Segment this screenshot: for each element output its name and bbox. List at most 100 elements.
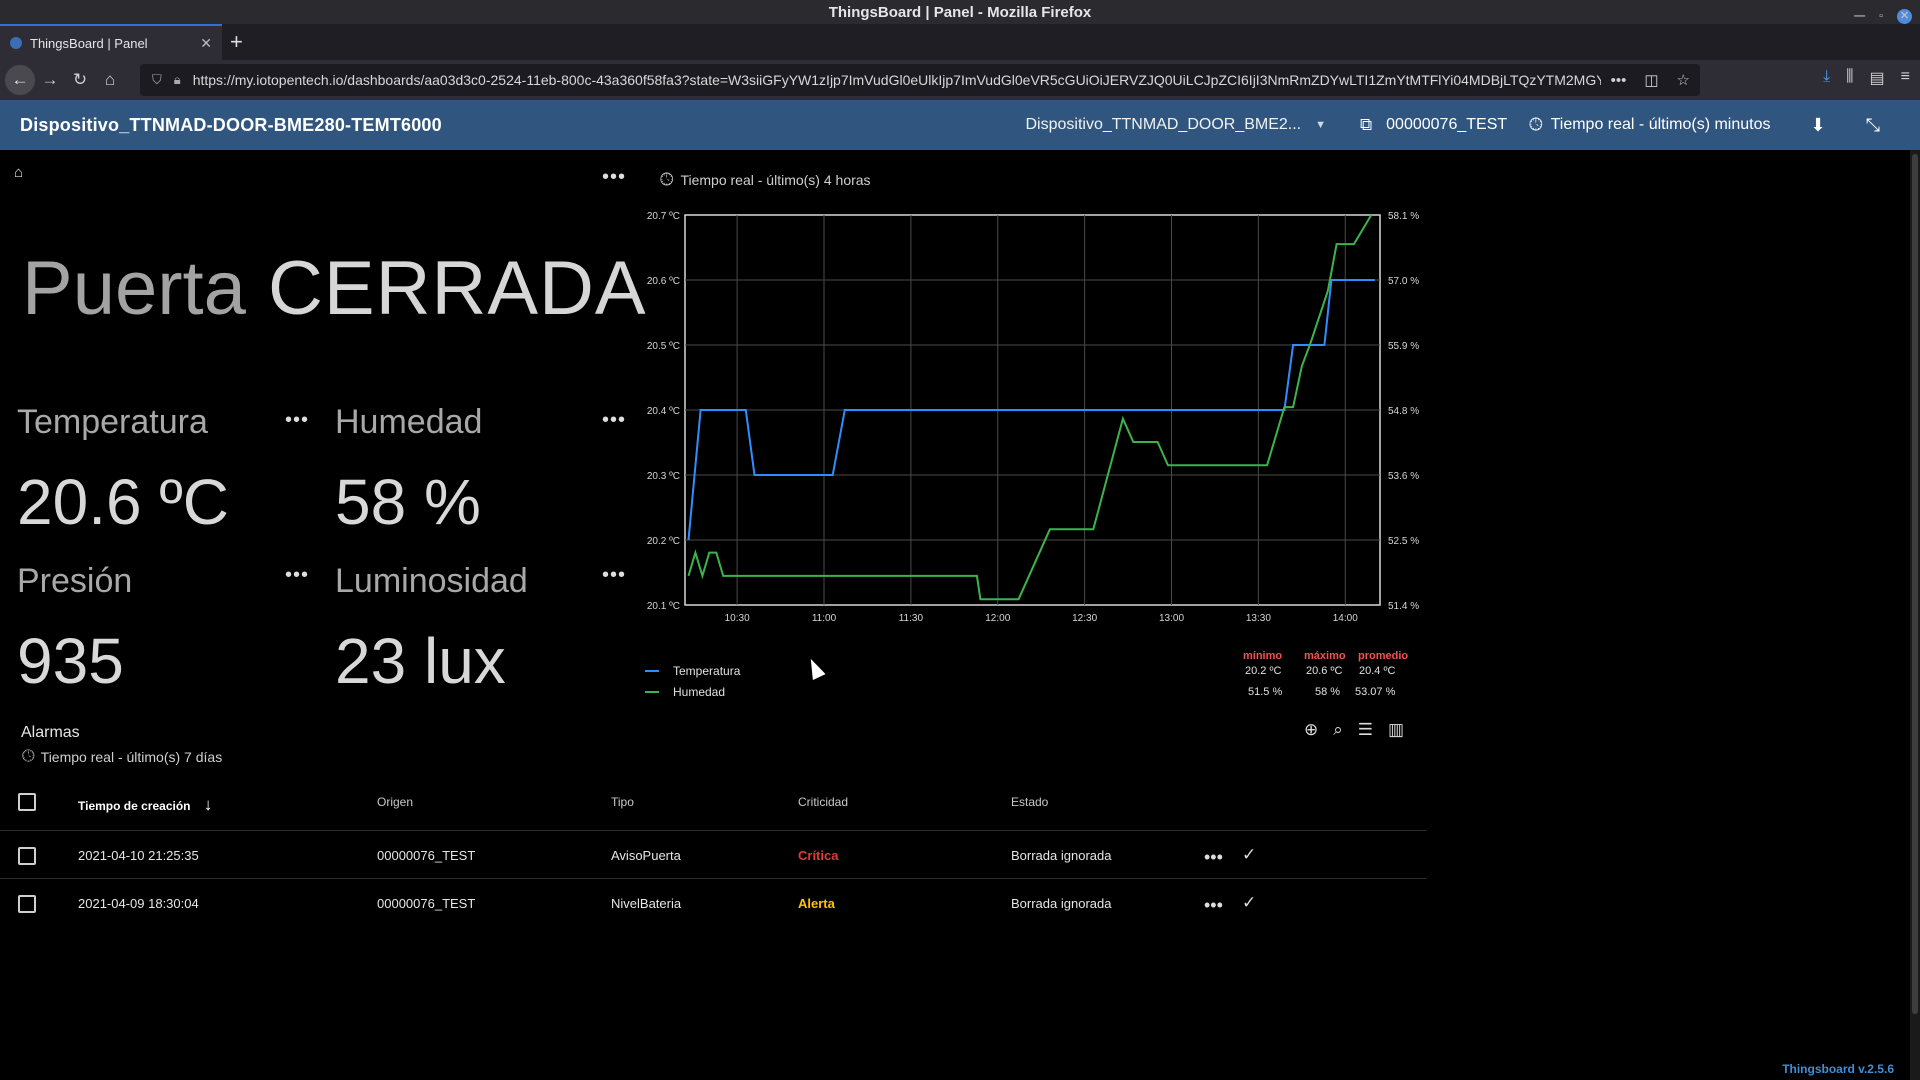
- series-line-humedad: [687, 214, 1373, 601]
- pressure-menu-icon[interactable]: •••: [285, 564, 310, 586]
- alarms-timewindow-label: Tiempo real - último(s) 7 días: [40, 749, 223, 765]
- select-all-checkbox[interactable]: [18, 793, 36, 811]
- pocket-icon[interactable]: ◫: [1644, 72, 1659, 89]
- window-title: ThingsBoard | Panel - Mozilla Firefox: [828, 4, 1092, 21]
- url-bar[interactable]: ⛉ 🔒︎ https://my.iotopentech.io/dashboard…: [140, 64, 1700, 96]
- cell-origin: 00000076_TEST: [377, 896, 476, 911]
- humidity-value: 58 %: [335, 466, 481, 538]
- dashboard-header: Dispositivo_TTNMAD-DOOR-BME280-TEMT6000 …: [0, 100, 1920, 150]
- columns-icon[interactable]: ▥: [1388, 720, 1405, 739]
- y-left-tick-label: 20.6 ºC: [647, 276, 680, 287]
- column-header-origin[interactable]: Origen: [377, 795, 414, 809]
- device-select-value: Dispositivo_TTNMAD_DOOR_BME2...: [1025, 116, 1302, 133]
- timewindow-selector[interactable]: 🕓︎ Tiempo real - último(s) minutos: [1529, 115, 1770, 135]
- acknowledge-icon[interactable]: ✓: [1242, 845, 1257, 864]
- lock-icon[interactable]: 🔒︎: [173, 72, 181, 87]
- sidebar-icon[interactable]: ▤: [1869, 70, 1885, 87]
- device-select[interactable]: Dispositivo_TTNMAD_DOOR_BME2... ▼: [1026, 116, 1327, 134]
- entity-label: 00000076_TEST: [1386, 116, 1508, 133]
- search-icon[interactable]: ⌕: [1333, 720, 1343, 739]
- back-icon[interactable]: ←: [5, 65, 35, 95]
- version-label: Thingsboard v.2.5.6: [1782, 1062, 1894, 1076]
- scrollbar-thumb[interactable]: [1912, 154, 1918, 1014]
- row-details-icon[interactable]: •••: [1204, 847, 1223, 867]
- chart-timewindow[interactable]: 🕓︎ Tiempo real - último(s) 4 horas: [660, 170, 871, 190]
- y-left-tick-label: 20.3 ºC: [647, 471, 680, 482]
- cell-created: 2021-04-09 18:30:04: [78, 896, 199, 911]
- temperature-title: Temperatura: [17, 403, 208, 441]
- cell-type: AvisoPuerta: [611, 848, 681, 863]
- tab-close-icon[interactable]: ✕: [200, 34, 212, 51]
- shield-icon[interactable]: ⛉: [152, 72, 162, 87]
- column-header-label: Tiempo de creación: [78, 799, 191, 813]
- chevron-down-icon: ▼: [1315, 119, 1327, 131]
- library-icon[interactable]: ⫼: [1846, 68, 1854, 85]
- devices-icon: ⧉: [1360, 115, 1373, 134]
- y-right-tick-label: 53.6 %: [1388, 471, 1419, 482]
- exit-fullscreen-icon[interactable]: ⤡: [1865, 114, 1880, 135]
- dashboard-title: Dispositivo_TTNMAD-DOOR-BME280-TEMT6000: [20, 114, 442, 135]
- column-header-type[interactable]: Tipo: [611, 795, 634, 809]
- legend-item[interactable]: Temperatura: [645, 664, 740, 678]
- cell-type: NivelBateria: [611, 896, 682, 911]
- mouse-cursor-icon: [804, 655, 826, 681]
- sort-arrow-down-icon[interactable]: ↓: [203, 795, 213, 814]
- y-right-tick-label: 58.1 %: [1388, 211, 1419, 222]
- legend-swatch: [645, 670, 659, 672]
- cell-created: 2021-04-10 21:25:35: [78, 848, 199, 863]
- timeseries-chart[interactable]: 20.1 ºC 51.4 % 20.2 ºC 52.5 % 20.3 ºC 53.6 % 2…: [640, 200, 1430, 630]
- x-tick-label: 13:30: [1246, 613, 1271, 624]
- column-header-created[interactable]: Tiempo de creación ↓: [78, 795, 212, 815]
- zoom-in-icon[interactable]: ⊕: [1304, 720, 1319, 739]
- legend-max: 20.6 ºC: [1306, 665, 1343, 677]
- y-right-tick-label: 55.9 %: [1388, 341, 1419, 352]
- url-text[interactable]: https://my.iotopentech.io/dashboards/aa0…: [192, 72, 1685, 88]
- browser-tab[interactable]: ThingsBoard | Panel ✕: [0, 24, 222, 60]
- home-icon[interactable]: ⌂: [104, 70, 116, 89]
- page-actions-icon[interactable]: •••: [1610, 71, 1627, 89]
- legend-header-max: máximo: [1304, 650, 1346, 662]
- door-label: Puerta: [22, 246, 246, 331]
- x-tick-label: 11:30: [899, 613, 924, 624]
- legend-item[interactable]: Humedad: [645, 685, 725, 699]
- download-icon[interactable]: ⬇: [1810, 114, 1826, 135]
- legend-label: Temperatura: [673, 664, 741, 678]
- y-left-tick-label: 20.4 ºC: [647, 406, 680, 417]
- clock-icon: 🕓︎: [1529, 115, 1543, 134]
- minimize-icon[interactable]: —: [1854, 10, 1866, 22]
- alarms-timewindow[interactable]: 🕓︎ Tiempo real - último(s) 7 días: [22, 748, 222, 766]
- downloads-icon[interactable]: ⤓: [1823, 68, 1831, 85]
- entity-alias-selector[interactable]: ⧉ 00000076_TEST: [1360, 115, 1507, 135]
- home-icon[interactable]: ⌂: [14, 164, 24, 181]
- column-header-severity[interactable]: Criticidad: [798, 795, 849, 809]
- luminosity-menu-icon[interactable]: •••: [602, 564, 627, 586]
- page-scrollbar[interactable]: [1910, 150, 1920, 1080]
- cell-status: Borrada ignorada: [1011, 848, 1112, 863]
- filter-icon[interactable]: ☰: [1357, 720, 1374, 739]
- reload-icon[interactable]: ↻: [72, 70, 88, 89]
- menu-icon[interactable]: ≡: [1900, 68, 1910, 85]
- row-details-icon[interactable]: •••: [1204, 895, 1223, 915]
- clock-icon: 🕓︎: [660, 170, 674, 189]
- new-tab-icon[interactable]: +: [230, 29, 243, 54]
- temperature-menu-icon[interactable]: •••: [285, 409, 310, 431]
- close-window-icon[interactable]: ✕: [1897, 8, 1912, 24]
- door-state: CERRADA: [268, 246, 647, 331]
- column-header-status[interactable]: Estado: [1011, 795, 1049, 809]
- row-checkbox[interactable]: [18, 847, 36, 865]
- widget-menu-icon[interactable]: •••: [602, 166, 627, 188]
- y-left-tick-label: 20.7 ºC: [647, 211, 680, 222]
- table-divider: [0, 878, 1427, 879]
- x-tick-label: 12:00: [985, 613, 1010, 624]
- alarms-title: Alarmas: [21, 724, 80, 741]
- legend-min: 51.5 %: [1248, 686, 1283, 698]
- window-controls: — ▫ ✕: [1854, 3, 1912, 29]
- row-checkbox[interactable]: [18, 895, 36, 913]
- browser-tools: ⤓ ⫼ ▤ ≡: [1823, 68, 1910, 88]
- acknowledge-icon[interactable]: ✓: [1242, 893, 1257, 912]
- humidity-menu-icon[interactable]: •••: [602, 409, 627, 431]
- temperature-value: 20.6 ºC: [17, 466, 229, 538]
- forward-icon[interactable]: →: [41, 70, 59, 89]
- maximize-icon[interactable]: ▫: [1879, 10, 1883, 22]
- bookmark-star-icon[interactable]: ☆: [1676, 72, 1690, 89]
